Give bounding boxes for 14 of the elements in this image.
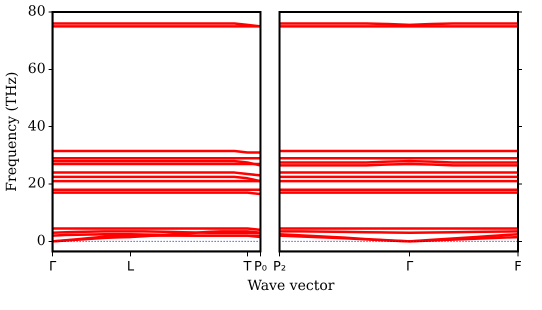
y-axis-title: Frequency (THz) <box>4 72 20 192</box>
x-tick-label: P₀ <box>254 260 268 275</box>
x-tick-label: F <box>514 260 522 275</box>
y-tick-label: 80 <box>28 4 46 20</box>
y-tick-label: 20 <box>28 176 46 192</box>
x-tick-label: Γ <box>406 260 414 275</box>
y-tick-label: 40 <box>28 118 46 134</box>
y-tick-label: 0 <box>36 233 46 250</box>
x-tick-label: Γ <box>48 260 57 275</box>
y-tick-label: 60 <box>28 60 46 77</box>
x-tick-label: T <box>242 260 252 275</box>
x-tick-label: L <box>126 260 135 275</box>
x-axis-title: Wave vector <box>246 278 336 294</box>
x-tick-label: P₂ <box>272 260 286 275</box>
